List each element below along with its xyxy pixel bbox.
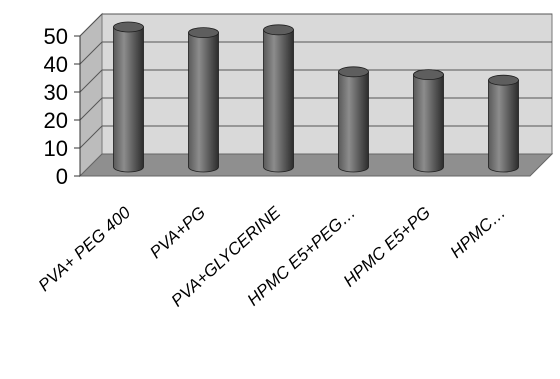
bar-top <box>338 66 369 78</box>
gridline-depth <box>79 97 103 121</box>
y-axis-ticks: 0 10 20 30 40 50 <box>44 24 81 189</box>
bar <box>113 21 144 173</box>
bar-body <box>338 71 369 173</box>
bar-body <box>113 26 144 173</box>
y-tick-label: 0 <box>56 164 68 189</box>
x-category-label: HPMC… <box>447 203 510 262</box>
y-tick-label: 20 <box>44 108 68 133</box>
chart-walls <box>78 12 554 178</box>
bar-top <box>113 21 144 33</box>
back-wall <box>101 13 553 155</box>
gridline-depth <box>79 125 103 149</box>
bar-top <box>413 69 444 80</box>
y-tick-label: 10 <box>44 136 68 161</box>
bar <box>338 66 369 173</box>
x-category-label: PVA+PG <box>146 203 209 262</box>
bar <box>413 69 444 173</box>
y-tick-label: 40 <box>44 52 68 77</box>
bar-top <box>188 27 219 38</box>
gridline-depth <box>79 69 103 93</box>
bar-body <box>263 29 294 173</box>
bar <box>263 24 294 173</box>
x-category-label: PVA+ PEG 400 <box>35 202 135 295</box>
bar <box>188 27 219 173</box>
bar-top <box>488 74 519 86</box>
bar-body <box>188 32 219 173</box>
floor <box>78 153 554 177</box>
y-tick-label: 30 <box>44 80 68 105</box>
bar-body <box>413 74 444 173</box>
side-wall <box>79 12 103 178</box>
y-tick-label: 50 <box>44 24 68 49</box>
bar-top <box>263 24 294 36</box>
gridlines <box>79 13 552 149</box>
bar <box>488 74 519 173</box>
gridline-depth <box>79 41 103 65</box>
bars <box>113 21 519 173</box>
gridline-depth <box>79 13 103 37</box>
bar-body <box>488 79 519 173</box>
